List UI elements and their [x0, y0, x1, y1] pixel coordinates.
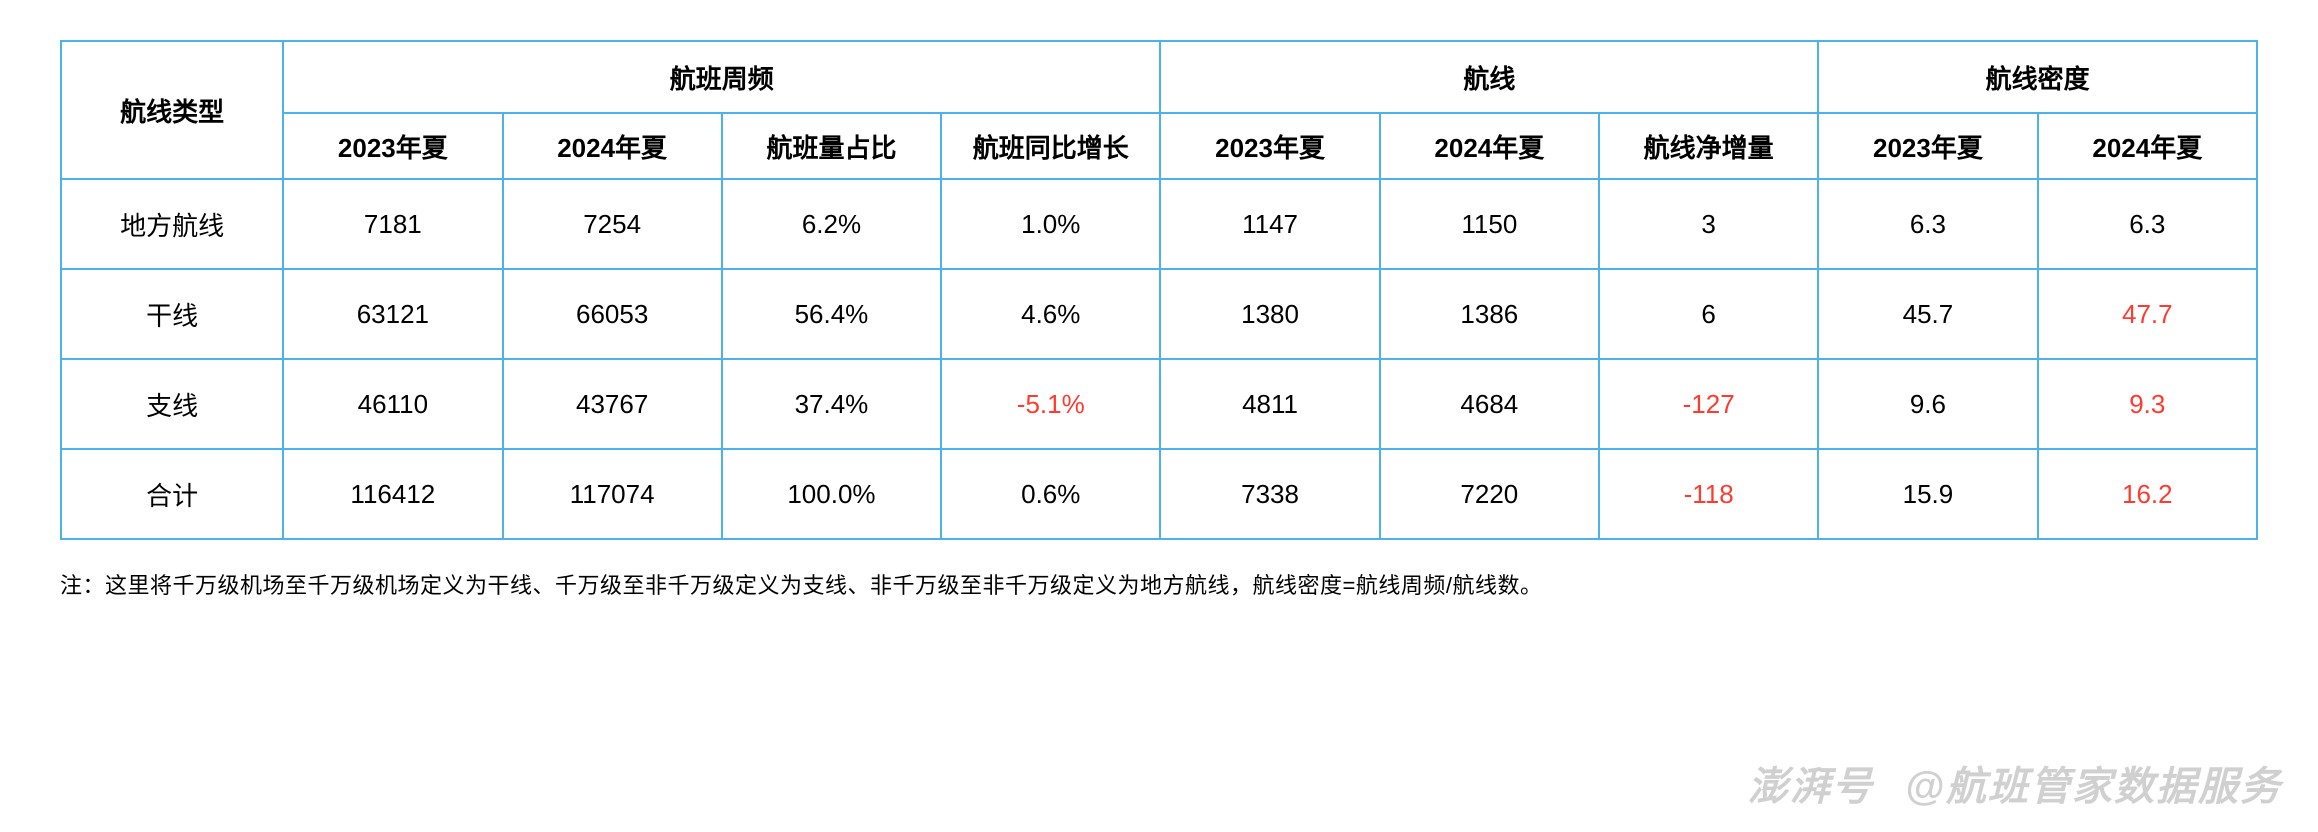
data-cell: 45.7 [1818, 269, 2037, 359]
data-cell: 4684 [1380, 359, 1599, 449]
flight-route-table-container: 航线类型 航班周频 航线 航线密度 2023年夏 2024年夏 航班量占比 航班… [60, 40, 2258, 540]
data-cell: -5.1% [941, 359, 1160, 449]
data-cell: 116412 [283, 449, 502, 539]
data-cell: 1386 [1380, 269, 1599, 359]
header-row-groups: 航线类型 航班周频 航线 航线密度 [61, 41, 2257, 113]
table-row: 干线631216605356.4%4.6%13801386645.747.7 [61, 269, 2257, 359]
data-cell: 1380 [1160, 269, 1379, 359]
data-cell: 9.6 [1818, 359, 2037, 449]
footnote: 注：这里将千万级机场至千万级机场定义为干线、千万级至非千万级定义为支线、非千万级… [60, 568, 2258, 600]
data-cell: 1147 [1160, 179, 1379, 269]
data-cell: 56.4% [722, 269, 941, 359]
data-cell: 47.7 [2038, 269, 2257, 359]
data-cell: 37.4% [722, 359, 941, 449]
col-header: 2023年夏 [1160, 113, 1379, 179]
table-header: 航线类型 航班周频 航线 航线密度 2023年夏 2024年夏 航班量占比 航班… [61, 41, 2257, 179]
col-header: 2024年夏 [1380, 113, 1599, 179]
data-cell: 1150 [1380, 179, 1599, 269]
data-cell: 6.2% [722, 179, 941, 269]
table-row: 支线461104376737.4%-5.1%48114684-1279.69.3 [61, 359, 2257, 449]
data-cell: 6 [1599, 269, 1818, 359]
data-cell: 15.9 [1818, 449, 2037, 539]
data-cell: 43767 [503, 359, 722, 449]
row-type-cell: 地方航线 [61, 179, 283, 269]
data-cell: 6.3 [1818, 179, 2037, 269]
header-row-columns: 2023年夏 2024年夏 航班量占比 航班同比增长 2023年夏 2024年夏… [61, 113, 2257, 179]
col-header: 航班量占比 [722, 113, 941, 179]
data-cell: 63121 [283, 269, 502, 359]
data-cell: 7220 [1380, 449, 1599, 539]
data-cell: 16.2 [2038, 449, 2257, 539]
watermark: 澎湃号 @航班管家数据服务 [1748, 754, 2282, 812]
table-row: 地方航线718172546.2%1.0%1147115036.36.3 [61, 179, 2257, 269]
col-header-route-type: 航线类型 [61, 41, 283, 179]
col-header: 2023年夏 [283, 113, 502, 179]
watermark-author: @航班管家数据服务 [1905, 765, 2282, 809]
col-header: 2024年夏 [2038, 113, 2257, 179]
flight-route-table: 航线类型 航班周频 航线 航线密度 2023年夏 2024年夏 航班量占比 航班… [60, 40, 2258, 540]
col-header: 2023年夏 [1818, 113, 2037, 179]
data-cell: 46110 [283, 359, 502, 449]
col-header: 航线净增量 [1599, 113, 1818, 179]
table-row: 合计116412117074100.0%0.6%73387220-11815.9… [61, 449, 2257, 539]
data-cell: 117074 [503, 449, 722, 539]
watermark-source: 澎湃号 [1748, 765, 1874, 809]
row-type-cell: 合计 [61, 449, 283, 539]
data-cell: 1.0% [941, 179, 1160, 269]
row-type-cell: 支线 [61, 359, 283, 449]
data-cell: 7254 [503, 179, 722, 269]
data-cell: 4.6% [941, 269, 1160, 359]
col-group-routes: 航线 [1160, 41, 1818, 113]
data-cell: -118 [1599, 449, 1818, 539]
data-cell: -127 [1599, 359, 1818, 449]
data-cell: 6.3 [2038, 179, 2257, 269]
data-cell: 0.6% [941, 449, 1160, 539]
col-group-flight-weekly-freq: 航班周频 [283, 41, 1160, 113]
data-cell: 7181 [283, 179, 502, 269]
row-type-cell: 干线 [61, 269, 283, 359]
data-cell: 4811 [1160, 359, 1379, 449]
col-header: 2024年夏 [503, 113, 722, 179]
data-cell: 9.3 [2038, 359, 2257, 449]
data-cell: 7338 [1160, 449, 1379, 539]
col-group-route-density: 航线密度 [1818, 41, 2257, 113]
data-cell: 3 [1599, 179, 1818, 269]
col-header: 航班同比增长 [941, 113, 1160, 179]
data-cell: 66053 [503, 269, 722, 359]
table-body: 地方航线718172546.2%1.0%1147115036.36.3干线631… [61, 179, 2257, 539]
data-cell: 100.0% [722, 449, 941, 539]
